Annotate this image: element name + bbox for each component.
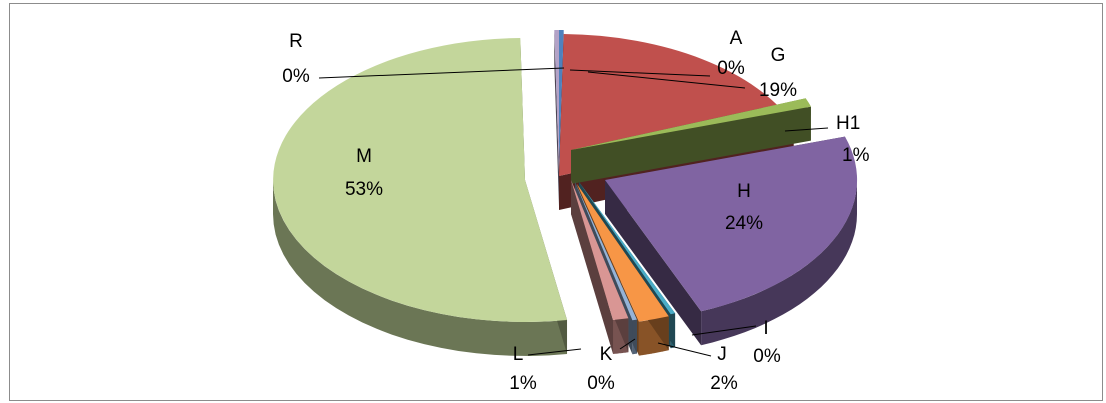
slice-label-m: M	[356, 146, 372, 167]
chart-frame: A 0% G 19% H1 1% H 24% I 0% J 2% K 0% L 1% M 53% R 0%	[9, 3, 1103, 401]
slice-face-h1-1	[571, 106, 811, 184]
leader-line-l	[527, 348, 582, 356]
slices-layer	[273, 29, 858, 356]
slice-percent-a: 0%	[717, 58, 745, 79]
leader-line-j	[657, 342, 712, 357]
pie-slice-l	[571, 180, 629, 355]
slice-label-a: A	[730, 28, 743, 49]
slice-percent-g: 19%	[759, 80, 797, 101]
pie-chart: A 0% G 19% H1 1% H 24% I 0% J 2% K 0% L 1% M 53% R 0%	[273, 28, 870, 394]
slice-label-r: R	[289, 31, 303, 52]
slice-label-l: L	[513, 344, 524, 365]
leader-lines	[318, 67, 829, 357]
slice-face-h-1	[605, 180, 702, 346]
slice-top-r	[554, 29, 559, 173]
slice-percent-j: 2%	[710, 373, 738, 394]
slice-label-g: G	[771, 45, 786, 66]
slice-side-h	[701, 180, 857, 346]
slice-top-k	[575, 182, 637, 321]
pie-slice-h1	[571, 98, 811, 184]
pie-slice-r	[554, 29, 559, 207]
slice-top-j	[577, 184, 669, 322]
slice-label-h1: H1	[836, 113, 860, 134]
slice-label-i: I	[763, 318, 768, 339]
slice-percent-h1: 1%	[842, 145, 870, 166]
slice-label-j: J	[717, 344, 727, 365]
leader-line-k	[619, 338, 636, 350]
slice-percent-k: 0%	[587, 373, 615, 394]
slice-top-l	[571, 180, 629, 320]
slice-top-i	[579, 182, 676, 315]
slice-side-m	[273, 180, 567, 356]
slice-top-m	[273, 38, 567, 322]
pie-slice-h	[605, 136, 858, 346]
leader-line-r	[318, 67, 565, 79]
slice-face-r-0	[554, 30, 559, 207]
slice-top-h	[605, 136, 858, 312]
slice-percent-h: 24%	[725, 213, 763, 234]
slice-percent-i: 0%	[753, 346, 781, 367]
leader-line-g	[587, 71, 746, 89]
slice-percent-m: 53%	[345, 179, 383, 200]
slice-labels: A 0% G 19% H1 1% H 24% I 0% J 2% K 0% L 1% M 53% R 0%	[282, 28, 869, 394]
slice-percent-l: 1%	[509, 373, 537, 394]
leader-line-i	[691, 325, 757, 336]
pie-slice-m	[273, 38, 568, 356]
leader-line-h1	[784, 127, 829, 132]
slice-label-k: K	[600, 344, 613, 365]
leader-line-a	[569, 69, 711, 77]
slice-percent-r: 0%	[282, 66, 310, 87]
slice-face-l-1	[571, 180, 614, 355]
slice-top-a	[559, 29, 564, 173]
slice-label-h: H	[737, 181, 751, 202]
slice-top-h1	[571, 98, 811, 150]
